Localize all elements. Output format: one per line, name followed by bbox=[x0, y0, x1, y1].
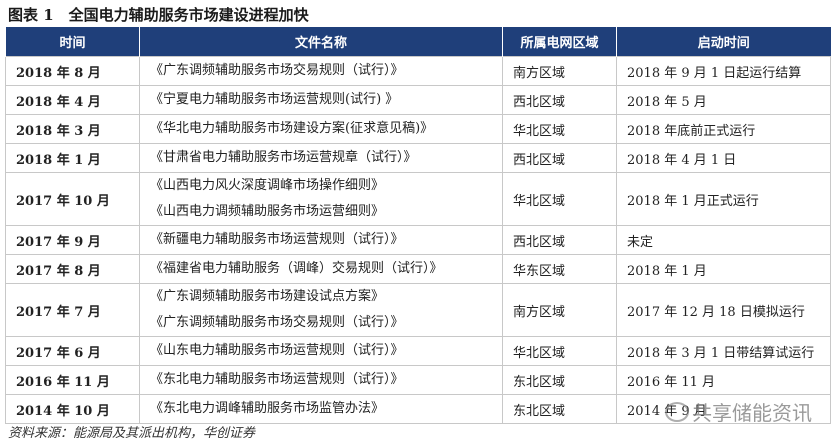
table-row: 2016 年 11 月《东北电力辅助服务市场运营规则（试行）》 东北区域 2016 … bbox=[5, 365, 831, 395]
cell-region: 华东区域 bbox=[502, 254, 617, 284]
cell-time: 2014 年 10 月 bbox=[5, 394, 140, 424]
cell-region: 西北区域 bbox=[502, 85, 617, 115]
doc-name: 《东北电力辅助服务市场运营规则（试行）》 bbox=[150, 372, 404, 387]
cell-region: 东北区域 bbox=[502, 394, 617, 424]
table-row: 2017 年 6 月《山东电力辅助服务市场运营规则（试行）》 华北区域 2018 年… bbox=[5, 336, 831, 366]
doc-name: 《新疆电力辅助服务市场运营规则（试行）》 bbox=[150, 232, 404, 247]
cell-region: 西北区域 bbox=[502, 143, 617, 173]
doc-name: 《广东调频辅助服务市场交易规则（试行）》 bbox=[150, 63, 404, 78]
header-time: 时间 bbox=[5, 27, 140, 57]
cell-region: 华北区域 bbox=[502, 336, 617, 366]
cell-doc: 《福建省电力辅助服务（调峰）交易规则（试行）》 bbox=[139, 254, 503, 284]
cell-start: 2018 年 1 月正式运行 bbox=[616, 172, 831, 226]
cell-doc: 《广东调频辅助服务市场建设试点方案》《广东调频辅助服务市场交易规则（试行）》 bbox=[139, 283, 503, 337]
cell-time: 2018 年 4 月 bbox=[5, 85, 140, 115]
header-region: 所属电网区域 bbox=[502, 27, 617, 57]
progress-table: 时间 文件名称 所属电网区域 启动时间 2018 年 8 月《广东调频辅助服务市… bbox=[5, 27, 831, 424]
cell-doc: 《甘肃省电力辅助服务市场运营规章（试行）》 bbox=[139, 143, 503, 173]
cell-start: 2018 年底前正式运行 bbox=[616, 114, 831, 144]
doc-name: 《山东电力辅助服务市场运营规则（试行）》 bbox=[150, 343, 404, 358]
header-doc: 文件名称 bbox=[139, 27, 503, 57]
cell-time: 2018 年 1 月 bbox=[5, 143, 140, 173]
table-row: 2018 年 3 月《华北电力辅助服务市场建设方案(征求意见稿)》 华北区域 201… bbox=[5, 114, 831, 144]
doc-name: 《宁夏电力辅助服务市场运营规则(试行) 》 bbox=[150, 92, 399, 107]
watermark-text: 共享储能资讯 bbox=[692, 401, 812, 425]
cell-start: 2018 年 5 月 bbox=[616, 85, 831, 115]
doc-name: 《华北电力辅助服务市场建设方案(征求意见稿)》 bbox=[150, 121, 434, 136]
doc-name: 《甘肃省电力辅助服务市场运营规章（试行）》 bbox=[150, 150, 417, 165]
wechat-icon bbox=[665, 401, 689, 422]
header-start: 启动时间 bbox=[616, 27, 831, 57]
table-row: 2017 年 8 月《福建省电力辅助服务（调峰）交易规则（试行）》 华东区域 201… bbox=[5, 254, 831, 284]
cell-start: 2018 年 9 月 1 日起运行结算 bbox=[616, 56, 831, 86]
table-row: 2018 年 8 月《广东调频辅助服务市场交易规则（试行）》 南方区域 2018 年… bbox=[5, 56, 831, 86]
table-row: 2017 年 10 月《山西电力风火深度调峰市场操作细则》 《山西电力调频辅助服务… bbox=[5, 172, 831, 226]
table-header: 时间 文件名称 所属电网区域 启动时间 bbox=[5, 27, 831, 57]
cell-start: 2018 年 1 月 bbox=[616, 254, 831, 284]
cell-doc: 《山西电力风火深度调峰市场操作细则》 《山西电力调频辅助服务市场运营细则》 bbox=[139, 172, 503, 226]
doc-name: 《广东调频辅助服务市场建设试点方案》 bbox=[150, 289, 385, 304]
cell-region: 华北区域 bbox=[502, 172, 617, 226]
source-note: 资料来源：能源局及其派出机构，华创证券 bbox=[8, 426, 256, 441]
cell-region: 南方区域 bbox=[502, 283, 617, 337]
cell-doc: 《新疆电力辅助服务市场运营规则（试行）》 bbox=[139, 225, 503, 255]
table-title: 图表 1 全国电力辅助服务市场建设进程加快 bbox=[8, 6, 309, 24]
cell-doc: 《华北电力辅助服务市场建设方案(征求意见稿)》 bbox=[139, 114, 503, 144]
cell-region: 南方区域 bbox=[502, 56, 617, 86]
cell-region: 华北区域 bbox=[502, 114, 617, 144]
cell-time: 2017 年 10 月 bbox=[5, 172, 140, 226]
cell-doc: 《广东调频辅助服务市场交易规则（试行）》 bbox=[139, 56, 503, 86]
cell-start: 2018 年 3 月 1 日带结算试运行 bbox=[616, 336, 831, 366]
doc-name: 《东北电力调峰辅助服务市场监管办法》 bbox=[150, 401, 385, 416]
cell-time: 2016 年 11 月 bbox=[5, 365, 140, 395]
cell-time: 2017 年 9 月 bbox=[5, 225, 140, 255]
cell-time: 2017 年 7 月 bbox=[5, 283, 140, 337]
cell-time: 2017 年 8 月 bbox=[5, 254, 140, 284]
cell-region: 东北区域 bbox=[502, 365, 617, 395]
table-row: 2014 年 10 月《东北电力调峰辅助服务市场监管办法》 东北区域 2014 年 … bbox=[5, 394, 831, 424]
cell-region: 西北区域 bbox=[502, 225, 617, 255]
cell-time: 2018 年 8 月 bbox=[5, 56, 140, 86]
cell-start: 未定 bbox=[616, 225, 831, 255]
doc-name: 《山西电力调频辅助服务市场运营细则》 bbox=[150, 204, 385, 219]
cell-start: 2016 年 11 月 bbox=[616, 365, 831, 395]
cell-time: 2018 年 3 月 bbox=[5, 114, 140, 144]
cell-doc: 《东北电力调峰辅助服务市场监管办法》 bbox=[139, 394, 503, 424]
doc-name: 《山西电力风火深度调峰市场操作细则》 bbox=[150, 178, 385, 193]
cell-doc: 《山东电力辅助服务市场运营规则（试行）》 bbox=[139, 336, 503, 366]
cell-doc: 《宁夏电力辅助服务市场运营规则(试行) 》 bbox=[139, 85, 503, 115]
table-row: 2018 年 4 月《宁夏电力辅助服务市场运营规则(试行) 》 西北区域 2018 … bbox=[5, 85, 831, 115]
watermark: 共享储能资讯 bbox=[665, 397, 812, 426]
cell-time: 2017 年 6 月 bbox=[5, 336, 140, 366]
table-row: 2017 年 9 月《新疆电力辅助服务市场运营规则（试行）》 西北区域 未定 bbox=[5, 225, 831, 255]
doc-name: 《广东调频辅助服务市场交易规则（试行）》 bbox=[150, 315, 404, 330]
table-row: 2018 年 1 月《甘肃省电力辅助服务市场运营规章（试行）》 西北区域 2018 … bbox=[5, 143, 831, 173]
cell-doc: 《东北电力辅助服务市场运营规则（试行）》 bbox=[139, 365, 503, 395]
cell-start: 2017 年 12 月 18 日模拟运行 bbox=[616, 283, 831, 337]
doc-name: 《福建省电力辅助服务（调峰）交易规则（试行）》 bbox=[150, 261, 443, 276]
table-row: 2017 年 7 月《广东调频辅助服务市场建设试点方案》《广东调频辅助服务市场交… bbox=[5, 283, 831, 337]
cell-start: 2018 年 4 月 1 日 bbox=[616, 143, 831, 173]
